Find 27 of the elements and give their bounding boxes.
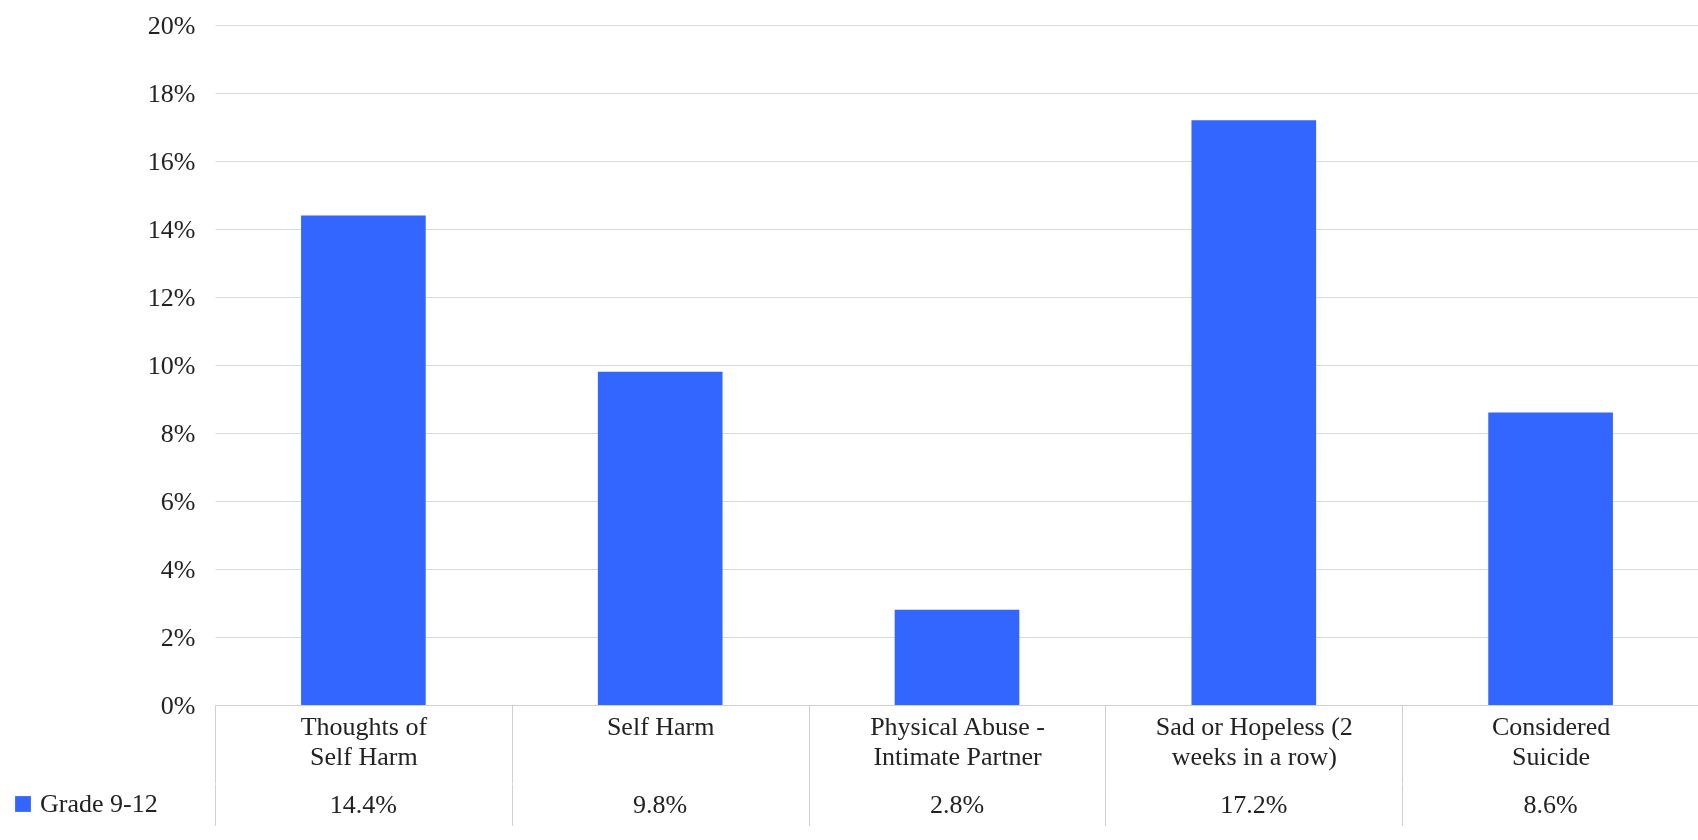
data-label: 14.4% bbox=[329, 790, 397, 819]
x-tick-label: Self Harm bbox=[606, 711, 715, 741]
x-tick-label: Thoughts of Self Harm bbox=[300, 711, 428, 771]
legend-label: Grade 9-12 bbox=[40, 789, 158, 818]
y-tick-label: 8% bbox=[160, 418, 196, 448]
x-tick-label: Physical Abuse - Intimate Partner bbox=[870, 711, 1045, 771]
bar bbox=[301, 215, 426, 705]
bar bbox=[1191, 120, 1317, 705]
bar bbox=[894, 609, 1020, 705]
y-tick-label: 14% bbox=[147, 214, 196, 244]
y-tick-label: 16% bbox=[147, 146, 196, 176]
y-tick-label: 12% bbox=[147, 282, 196, 312]
x-tick-label: Sad or Hopeless (2 weeks in a row) bbox=[1155, 711, 1353, 771]
data-label: 17.2% bbox=[1220, 790, 1288, 819]
y-tick-label: 4% bbox=[160, 554, 196, 584]
y-tick-label: 10% bbox=[147, 350, 196, 380]
y-tick-label: 18% bbox=[147, 78, 196, 108]
data-label: 8.6% bbox=[1523, 790, 1578, 819]
bar bbox=[597, 371, 723, 705]
bar bbox=[1488, 412, 1613, 705]
y-tick-label: 20% bbox=[147, 10, 196, 40]
data-label: 2.8% bbox=[929, 790, 985, 819]
y-tick-label: 2% bbox=[160, 622, 196, 652]
y-tick-label: 0% bbox=[160, 690, 196, 720]
y-tick-label: 6% bbox=[160, 486, 196, 516]
x-tick-label: Considered Suicide bbox=[1491, 711, 1611, 771]
data-label: 9.8% bbox=[633, 790, 688, 819]
